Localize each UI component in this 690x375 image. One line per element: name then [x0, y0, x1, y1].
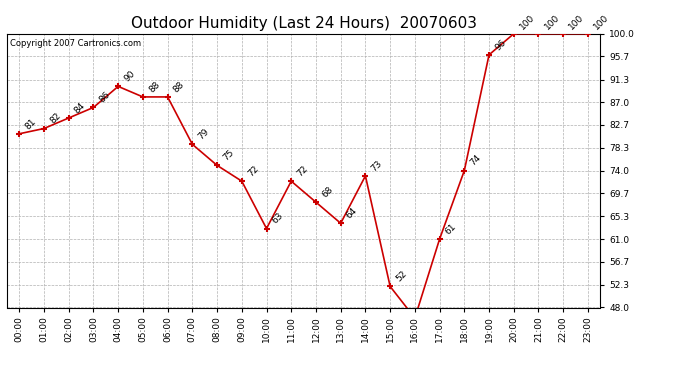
- Text: 61: 61: [444, 222, 458, 236]
- Text: 64: 64: [345, 206, 359, 220]
- Text: 79: 79: [197, 127, 211, 141]
- Text: 72: 72: [295, 164, 310, 178]
- Text: 46: 46: [0, 374, 1, 375]
- Text: 100: 100: [592, 12, 611, 31]
- Text: 100: 100: [542, 12, 561, 31]
- Text: 100: 100: [567, 12, 586, 31]
- Text: 68: 68: [320, 185, 335, 200]
- Text: 75: 75: [221, 148, 236, 163]
- Text: 86: 86: [97, 90, 112, 105]
- Text: 52: 52: [394, 269, 408, 284]
- Text: 82: 82: [48, 111, 63, 126]
- Text: 90: 90: [122, 69, 137, 84]
- Text: 63: 63: [270, 211, 285, 226]
- Text: 73: 73: [370, 159, 384, 173]
- Text: 100: 100: [518, 12, 537, 31]
- Text: 84: 84: [73, 101, 88, 115]
- Text: 88: 88: [172, 80, 186, 94]
- Title: Outdoor Humidity (Last 24 Hours)  20070603: Outdoor Humidity (Last 24 Hours) 2007060…: [130, 16, 477, 31]
- Text: 72: 72: [246, 164, 260, 178]
- Text: 96: 96: [493, 38, 508, 52]
- Text: 74: 74: [469, 153, 483, 168]
- Text: Copyright 2007 Cartronics.com: Copyright 2007 Cartronics.com: [10, 39, 141, 48]
- Text: 81: 81: [23, 117, 38, 131]
- Text: 88: 88: [147, 80, 161, 94]
